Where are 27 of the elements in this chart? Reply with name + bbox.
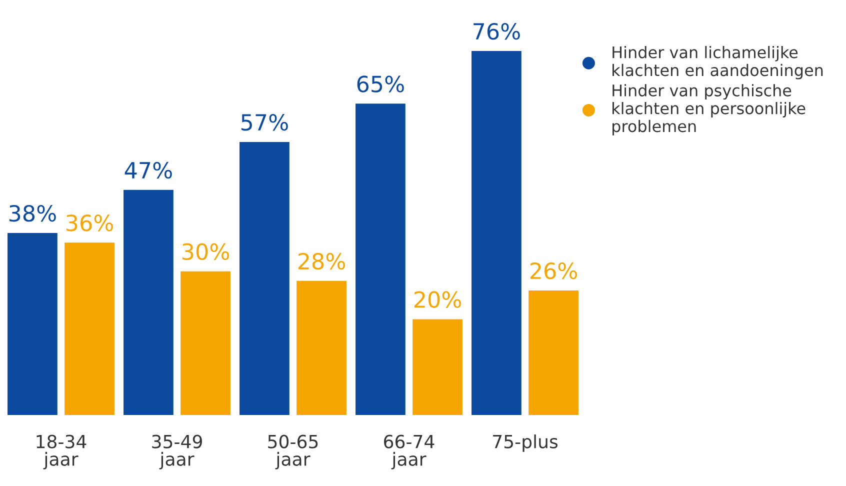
bar <box>412 319 462 415</box>
bar <box>528 290 578 415</box>
bar <box>8 233 58 415</box>
bar <box>64 242 114 415</box>
bar <box>180 271 230 415</box>
bar <box>296 280 346 415</box>
x-tick-label: 35-49 jaar <box>152 434 202 470</box>
data-label: 30% <box>182 243 230 260</box>
data-label: 36% <box>66 214 114 232</box>
legend-label: Hinder van psychische klachten en persoonlijke problemen <box>612 84 806 136</box>
x-tick-label: 66-74 jaar <box>384 434 434 470</box>
data-label: 57% <box>241 114 288 131</box>
data-label: 38% <box>9 204 56 222</box>
x-tick-label: 18-34 jaar <box>36 434 86 470</box>
bar <box>356 104 406 415</box>
data-label: 26% <box>530 262 578 280</box>
data-label: 47% <box>124 162 172 179</box>
data-label: 28% <box>298 252 346 270</box>
bar <box>124 190 174 415</box>
x-tick-label: 50-65 jaar <box>268 434 318 470</box>
data-label: 65% <box>357 76 404 92</box>
bar <box>472 51 522 415</box>
bar <box>240 142 290 415</box>
data-label: 76% <box>474 22 520 40</box>
legend-label: Hinder van lichamelijke klachten en aandoeningen <box>612 46 823 80</box>
data-label: 20% <box>414 291 462 308</box>
x-tick-label: 75-plus <box>493 434 558 452</box>
